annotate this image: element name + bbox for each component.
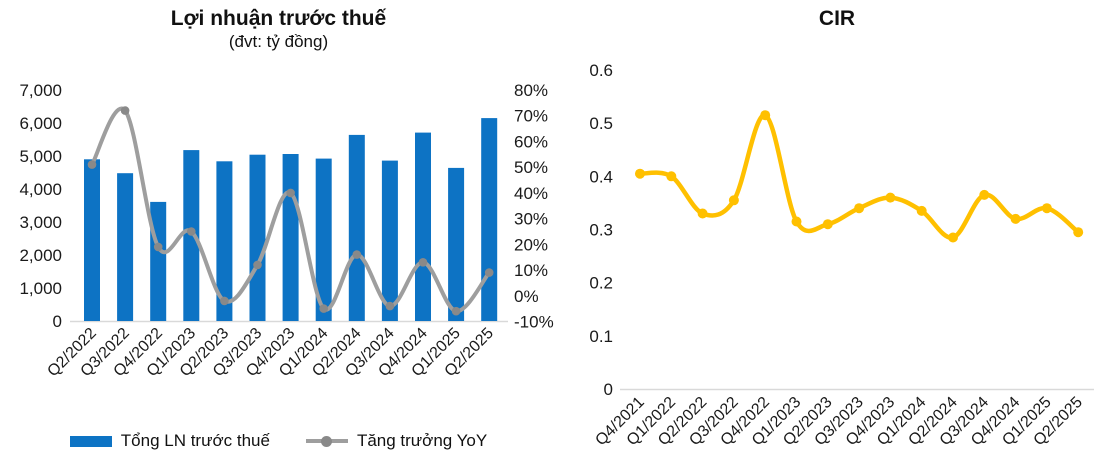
cir-marker-q1-2024 <box>916 205 927 216</box>
legend-label-yoy-growth: Tăng trưởng YoY <box>356 431 488 450</box>
y-axis-tick: 0.4 <box>589 167 613 186</box>
cir-chart-plot: 00.10.20.30.40.50.6Q4/2021Q1/2022Q2/2022… <box>589 61 1094 449</box>
left-axis-tick: 7,000 <box>19 81 62 100</box>
bar-q2-2022 <box>84 159 100 321</box>
right-axis-tick: 40% <box>514 184 548 203</box>
left-axis-tick: 1,000 <box>19 279 62 298</box>
cir-markers <box>635 110 1084 243</box>
yoy-marker-q2-2024 <box>352 250 362 259</box>
line-series-swatch <box>305 435 348 447</box>
y-axis-tick: 0.5 <box>589 114 613 133</box>
yoy-marker-q1-2023 <box>187 227 196 236</box>
cir-chart-title: CIR <box>818 7 856 30</box>
cir-marker-q4-2024 <box>1010 213 1021 224</box>
bar-q1-2024 <box>315 158 332 321</box>
profit-chart-title: Lợi nhuận trước thuế <box>170 7 387 30</box>
right-axis-tick: -10% <box>514 313 554 332</box>
profit-chart-legend: Tổng LN trước thuế Tăng trưởng YoY <box>0 431 557 451</box>
left-axis-tick: 4,000 <box>19 180 62 199</box>
right-axis-tick: 60% <box>514 132 548 151</box>
yoy-marker-q1-2024 <box>319 304 329 313</box>
cir-chart: CIR 0 0.1 0.2 0.3 0.4 0.5 0.6 Q4/2021 Q1/2022 Q2/… <box>557 0 1117 468</box>
y-axis-tick: 0.3 <box>589 221 613 240</box>
yoy-marker-q4-2023 <box>286 188 295 198</box>
cir-marker-q2-2022 <box>697 208 708 219</box>
profit-chart-plot: 0 1,000 2,000 3,000 4,000 5,000 6,000 7,000 -10%… <box>19 81 554 380</box>
y-axis-tick: 0.2 <box>589 274 613 293</box>
cir-marker-q4-2021 <box>635 168 645 179</box>
yoy-marker-q3-2024 <box>385 301 395 311</box>
cir-line <box>637 113 1081 240</box>
right-axis-tick: 20% <box>514 235 548 254</box>
bar-q4-2022 <box>150 201 167 321</box>
legend-label-total-profit: Tổng LN trước thuế <box>120 431 270 450</box>
profit-before-tax-chart: Lợi nhuận trước thuế (đvt: tỷ đồng) 0 1,0… <box>0 0 557 468</box>
bar-q4-2024 <box>415 132 431 321</box>
bar-series-total-profit <box>84 118 498 321</box>
right-axis-tick: 70% <box>514 107 548 126</box>
yoy-marker-q4-2022 <box>153 242 163 252</box>
bar-q1-2025 <box>448 167 465 321</box>
left-axis-tick: 3,000 <box>19 213 62 232</box>
left-axis-tick: 2,000 <box>19 246 62 265</box>
yoy-marker-q3-2022 <box>120 106 130 115</box>
y-axis-tick: 0.1 <box>589 327 613 346</box>
bar-q2-2023 <box>216 161 233 321</box>
cir-marker-q3-2024 <box>979 189 990 200</box>
right-axis-tick: 10% <box>514 261 548 280</box>
bar-series-swatch <box>69 435 112 447</box>
yoy-marker-q2-2023 <box>220 296 229 306</box>
cir-marker-q1-2023 <box>791 216 802 227</box>
left-axis-tick: 5,000 <box>19 147 62 166</box>
legend-item-yoy-growth: Tăng trưởng YoY <box>305 431 488 451</box>
cir-marker-q2-2024 <box>948 232 958 243</box>
bar-q2-2025 <box>481 118 498 321</box>
cir-marker-q4-2022 <box>760 110 771 121</box>
y-axis-tick: 0.6 <box>589 61 613 80</box>
bar-q4-2023 <box>282 154 299 321</box>
right-axis-tick: 30% <box>514 210 548 229</box>
right-axis-tick: 0% <box>514 287 539 306</box>
yoy-marker-q1-2025 <box>451 306 461 316</box>
bar-q3-2023 <box>249 154 266 321</box>
right-axis-tick: 80% <box>514 81 548 100</box>
cir-marker-q3-2022 <box>728 195 739 206</box>
left-axis-tick: 6,000 <box>19 114 62 133</box>
cir-marker-q2-2023 <box>822 219 833 230</box>
cir-marker-q1-2025 <box>1041 203 1052 214</box>
legend-item-total-profit: Tổng LN trước thuế <box>69 431 270 451</box>
profit-chart-subtitle: (đvt: tỷ đồng) <box>228 32 329 51</box>
cir-marker-q2-2025 <box>1073 227 1084 238</box>
bar-q3-2024 <box>381 160 398 321</box>
bar-q3-2022 <box>117 173 134 321</box>
left-axis-tick: 0 <box>53 312 62 331</box>
right-axis-tick: 50% <box>514 158 548 177</box>
yoy-marker-q3-2023 <box>253 260 262 270</box>
cir-marker-q1-2022 <box>666 171 677 182</box>
yoy-marker-q2-2025 <box>484 268 494 277</box>
yoy-marker-q2-2022 <box>87 160 97 169</box>
yoy-growth-markers <box>87 106 494 316</box>
cir-marker-q3-2023 <box>854 203 865 214</box>
y-axis-tick: 0 <box>604 380 613 399</box>
bar-q2-2024 <box>348 134 365 321</box>
cir-marker-q4-2023 <box>885 192 896 203</box>
yoy-marker-q4-2024 <box>418 258 428 267</box>
